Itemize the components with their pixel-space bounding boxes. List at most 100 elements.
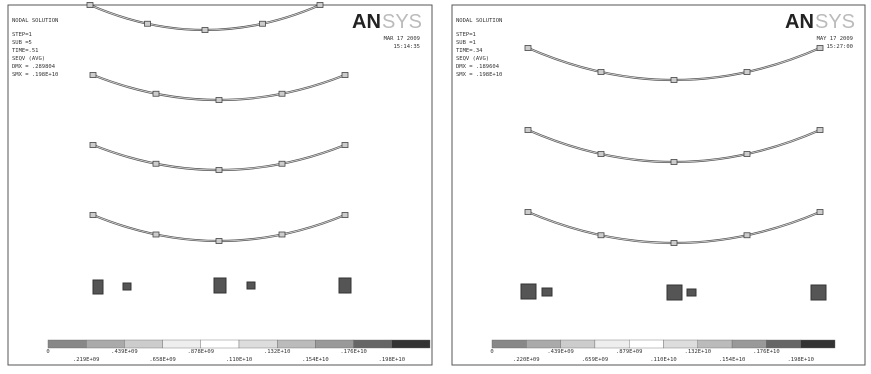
- support-block: [521, 284, 536, 299]
- node: [153, 232, 159, 237]
- node: [817, 128, 823, 133]
- node: [598, 70, 604, 75]
- node: [87, 3, 93, 8]
- date: MAR 17 2009: [384, 36, 420, 42]
- info-line: SEQV (AVG): [456, 56, 489, 62]
- logo: SYS: [382, 11, 422, 33]
- node: [216, 168, 222, 173]
- legend-label: .154E+10: [302, 357, 329, 363]
- info-line: STEP=1: [12, 32, 32, 38]
- legend-label: .198E+10: [379, 357, 406, 363]
- node: [744, 152, 750, 157]
- legend-swatch: [561, 340, 595, 348]
- node: [525, 128, 531, 133]
- legend-label: .176E+10: [753, 349, 780, 355]
- node: [202, 28, 208, 33]
- legend-label: .878E+09: [188, 349, 215, 355]
- legend-swatch: [354, 340, 392, 348]
- legend-label: .198E+10: [787, 357, 814, 363]
- support-block: [214, 278, 226, 293]
- info-line: TIME=.34: [456, 48, 483, 54]
- node: [671, 78, 677, 83]
- legend-swatch: [201, 340, 239, 348]
- node: [671, 241, 677, 246]
- node: [525, 210, 531, 215]
- node: [90, 143, 96, 148]
- node: [744, 70, 750, 75]
- legend-swatch: [801, 340, 835, 348]
- node: [90, 73, 96, 78]
- node: [598, 152, 604, 157]
- node: [342, 213, 348, 218]
- legend-label: .439E+09: [547, 349, 574, 355]
- node: [90, 213, 96, 218]
- legend-swatch: [124, 340, 162, 348]
- legend-label: 0: [46, 349, 49, 355]
- panel-frame: [452, 5, 865, 365]
- legend-swatch: [664, 340, 698, 348]
- info-line: TIME=.51: [12, 48, 39, 54]
- legend-swatch: [239, 340, 277, 348]
- node: [525, 46, 531, 51]
- info-line: SMX = .198E+10: [12, 72, 58, 78]
- legend-swatch: [163, 340, 201, 348]
- node: [153, 91, 159, 96]
- support-block: [123, 283, 131, 290]
- legend-swatch: [766, 340, 800, 348]
- time: 15:27:00: [827, 44, 854, 50]
- legend-swatch: [732, 340, 766, 348]
- info-line: SUB =1: [456, 40, 476, 46]
- legend-label: .879E+09: [616, 349, 643, 355]
- legend-swatch: [629, 340, 663, 348]
- logo: SYS: [815, 11, 855, 33]
- legend-swatch: [392, 340, 430, 348]
- node: [145, 21, 151, 26]
- info-line: SUB =5: [12, 40, 32, 46]
- support-block: [811, 285, 826, 300]
- legend-label: .219E+09: [73, 357, 100, 363]
- node: [279, 91, 285, 96]
- panel-frame: [8, 5, 432, 365]
- legend-swatch: [48, 340, 86, 348]
- node: [342, 143, 348, 148]
- support-block: [247, 282, 255, 289]
- figure: NODAL SOLUTION STEP=1 SUB =5 TIME=.51 SEQV (…: [0, 0, 871, 370]
- node: [153, 161, 159, 166]
- time: 15:14:35: [394, 44, 421, 50]
- support-block: [542, 288, 552, 296]
- info-line: SEQV (AVG): [12, 56, 45, 62]
- title: NODAL SOLUTION: [12, 18, 58, 24]
- legend-label: 0: [490, 349, 493, 355]
- logo: AN: [785, 11, 814, 33]
- node: [342, 73, 348, 78]
- support-block: [687, 289, 696, 296]
- node: [216, 239, 222, 244]
- support-block: [339, 278, 351, 293]
- title: NODAL SOLUTION: [456, 18, 502, 24]
- node: [216, 98, 222, 103]
- node: [279, 232, 285, 237]
- info-line: DMX = .189604: [456, 64, 500, 70]
- legend-label: .659E+09: [582, 357, 609, 363]
- legend-label: .439E+09: [111, 349, 138, 355]
- legend-swatch: [277, 340, 315, 348]
- node: [817, 210, 823, 215]
- legend-label: .658E+09: [149, 357, 176, 363]
- info-line: SMX = .198E+10: [456, 72, 502, 78]
- support-block: [93, 280, 103, 294]
- legend-swatch: [86, 340, 124, 348]
- node: [317, 3, 323, 8]
- node: [744, 233, 750, 238]
- info-line: DMX = .289804: [12, 64, 56, 70]
- legend-swatch: [315, 340, 353, 348]
- legend-swatch: [698, 340, 732, 348]
- legend-swatch: [492, 340, 526, 348]
- legend-label: .110E+10: [650, 357, 677, 363]
- node: [260, 21, 266, 26]
- legend-label: .132E+10: [685, 349, 712, 355]
- legend-swatch: [526, 340, 560, 348]
- node: [279, 161, 285, 166]
- support-block: [667, 285, 682, 300]
- legend-label: .220E+09: [513, 357, 540, 363]
- info-line: STEP=1: [456, 32, 476, 38]
